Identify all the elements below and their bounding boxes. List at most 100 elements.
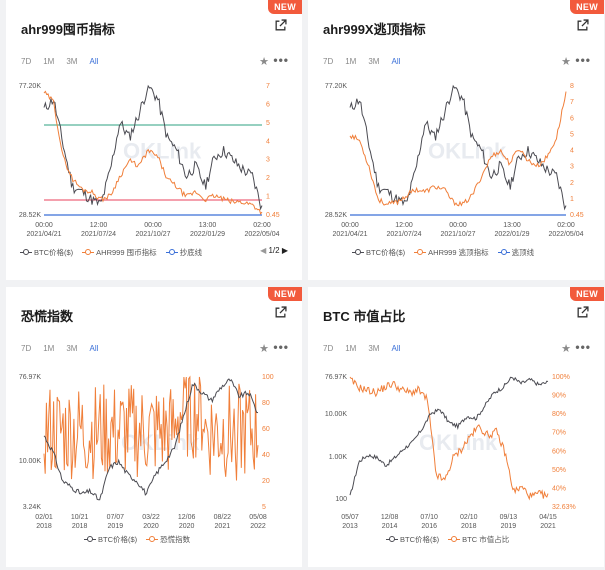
legend-item[interactable]: BTC 市值占比 [448, 534, 509, 545]
y-axis-right-tick: 3 [266, 157, 270, 164]
legend-item[interactable]: BTC价格($) [386, 534, 439, 545]
y-axis-right-tick: 7 [266, 83, 270, 90]
external-link-icon[interactable] [274, 306, 287, 319]
range-all[interactable]: All [391, 344, 401, 353]
x-axis-tick: 07/10 [420, 514, 438, 521]
x-axis-tick-year: 2021/07/24 [386, 231, 421, 238]
fear-greed-card: NEW 恐慌指数 7D 1M 3M All ★ ••• OKLink 76.97K 10.… [6, 287, 302, 567]
y-axis-left-tick: 100 [335, 496, 347, 503]
more-options-icon[interactable]: ••• [575, 340, 591, 354]
y-axis-right-tick: 6 [266, 101, 270, 108]
x-axis-tick: 10/21 [71, 514, 89, 521]
x-axis-tick-year: 2014 [382, 523, 398, 530]
range-3m[interactable]: 3M [66, 344, 78, 353]
legend-marker-icon [146, 536, 159, 543]
y-axis-left-tick: 1.00K [329, 454, 348, 461]
favorite-star-icon[interactable]: ★ [259, 343, 269, 355]
range-1m[interactable]: 1M [43, 344, 55, 353]
external-link-icon[interactable] [576, 306, 589, 319]
new-badge: NEW [268, 0, 302, 14]
new-badge: NEW [268, 287, 302, 301]
range-7d[interactable]: 7D [323, 57, 334, 66]
legend-label: AHR999 逃顶指标 [428, 248, 489, 257]
range-1m[interactable]: 1M [345, 57, 357, 66]
y-axis-left-tick: 10.00K [325, 411, 348, 418]
legend-label: BTC价格($) [34, 248, 74, 257]
legend-label: 恐慌指数 [160, 535, 191, 544]
external-link-icon[interactable] [576, 19, 589, 32]
btc-dominance-series [349, 376, 549, 501]
y-axis-right-tick: 5 [266, 120, 270, 127]
range-3m[interactable]: 3M [368, 57, 380, 66]
legend-label: AHR999 囤币指标 [96, 248, 157, 257]
legend-label: 抄底线 [179, 248, 203, 257]
y-axis-right-tick: 60 [262, 426, 270, 433]
favorite-star-icon[interactable]: ★ [561, 343, 571, 355]
card-title: ahr999X逃顶指标 [323, 22, 426, 37]
pager-next-icon[interactable]: ▶ [281, 246, 288, 255]
range-all[interactable]: All [391, 57, 401, 66]
legend-marker-icon [82, 249, 95, 256]
legend-item[interactable]: AHR999 囤币指标 [82, 247, 157, 258]
range-3m[interactable]: 3M [66, 57, 78, 66]
legend-item[interactable]: 恐慌指数 [146, 534, 190, 545]
more-options-icon[interactable]: ••• [273, 53, 289, 67]
legend-item[interactable]: AHR999 逃顶指标 [414, 247, 489, 258]
ahr999-series [43, 90, 263, 215]
y-axis-right-tick: 2 [266, 175, 270, 182]
chart-legend: BTC价格($) BTC 市值占比 [386, 534, 518, 545]
y-axis-right-tick: 1 [266, 194, 270, 201]
x-axis-tick: 04/15 [539, 514, 557, 521]
watermark: OKLink [123, 139, 202, 164]
pager-prev-icon[interactable]: ◀ [260, 246, 267, 255]
legend-item[interactable]: 抄底线 [165, 247, 203, 258]
x-axis-tick: 00:00 [341, 222, 359, 229]
legend-item[interactable]: BTC价格($) [20, 247, 73, 258]
legend-marker-icon [352, 249, 364, 256]
legend-item[interactable]: BTC价格($) [352, 247, 405, 258]
x-axis-tick-year: 2018 [461, 523, 477, 530]
range-3m[interactable]: 3M [368, 344, 380, 353]
legend-marker-icon [20, 249, 32, 256]
y-axis-right-tick: 60% [552, 448, 566, 455]
legend-item[interactable]: BTC价格($) [84, 534, 137, 545]
range-all[interactable]: All [89, 57, 99, 66]
range-1m[interactable]: 1M [345, 344, 357, 353]
range-7d[interactable]: 7D [323, 344, 334, 353]
more-options-icon[interactable]: ••• [273, 340, 289, 354]
x-axis-tick: 08/22 [214, 514, 232, 521]
x-axis-tick: 12/08 [381, 514, 399, 521]
y-axis-right-tick: 1 [570, 196, 574, 203]
y-axis-right-tick: 5 [570, 131, 574, 138]
y-axis-left-tick: 28.52K [19, 212, 42, 219]
new-badge: NEW [570, 0, 604, 14]
favorite-star-icon[interactable]: ★ [259, 56, 269, 68]
x-axis-tick: 05/08 [249, 514, 267, 521]
chart-legend: BTC价格($) AHR999 逃顶指标 逃顶线 [352, 247, 543, 258]
range-7d[interactable]: 7D [21, 57, 32, 66]
y-axis-right-tick: 4 [570, 148, 574, 155]
x-axis-tick: 12:00 [90, 222, 108, 229]
range-7d[interactable]: 7D [21, 344, 32, 353]
y-axis-right-tick: 4 [266, 138, 270, 145]
y-axis-right-tick: 32.63% [552, 504, 576, 511]
btc-dominance-chart: OKLink76.97K10.00K1.00K100100%90%80%70%6… [325, 374, 576, 530]
y-axis-right-tick: 3 [570, 164, 574, 171]
x-axis-tick-year: 2018 [72, 523, 88, 530]
legend-pager[interactable]: ◀ 1/2 ▶ [260, 246, 288, 255]
range-selector: 7D 1M 3M All [21, 57, 110, 66]
x-axis-tick-year: 2019 [501, 523, 517, 530]
more-options-icon[interactable]: ••• [575, 53, 591, 67]
favorite-star-icon[interactable]: ★ [561, 56, 571, 68]
x-axis-tick-year: 2021/07/24 [81, 231, 116, 238]
card-title: ahr999囤币指标 [21, 22, 115, 37]
x-axis-tick: 02/10 [460, 514, 478, 521]
legend-item[interactable]: 逃顶线 [497, 247, 534, 258]
x-axis-tick-year: 2016 [421, 523, 437, 530]
external-link-icon[interactable] [274, 19, 287, 32]
x-axis-tick-year: 2021 [215, 523, 231, 530]
y-axis-right-tick: 70% [552, 430, 566, 437]
legend-marker-icon [497, 249, 510, 256]
range-all[interactable]: All [89, 344, 99, 353]
range-1m[interactable]: 1M [43, 57, 55, 66]
